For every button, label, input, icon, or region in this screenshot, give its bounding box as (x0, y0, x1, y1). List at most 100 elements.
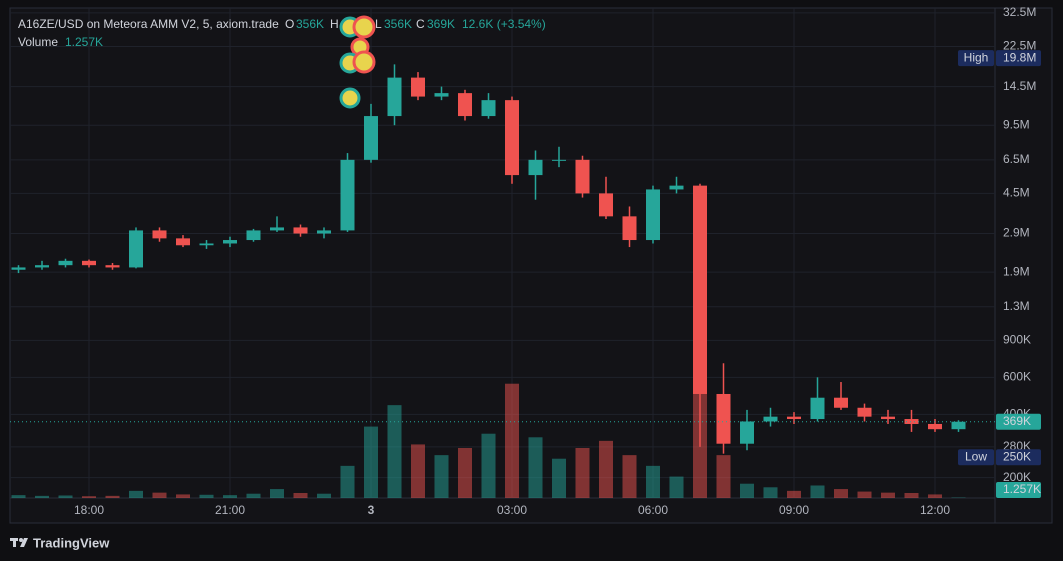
candle-body (552, 159, 566, 161)
volume-bar (387, 405, 402, 498)
candle-body (669, 185, 684, 190)
volume-bar (434, 455, 449, 498)
x-tick-label: 12:00 (920, 503, 950, 517)
x-tick-label: 03:00 (497, 503, 527, 517)
candle-body (340, 159, 355, 231)
candle-body (364, 116, 378, 160)
candle-body (716, 393, 731, 444)
extreme-name-box (958, 50, 994, 67)
candle-body (881, 416, 895, 420)
event-marker (339, 87, 361, 109)
candle-body (599, 193, 613, 217)
volume-bar (340, 465, 355, 498)
volume-bar (646, 465, 660, 498)
volume-bar (669, 476, 684, 498)
candle-body (763, 416, 778, 422)
extreme-name-box (958, 449, 994, 466)
candle-body (505, 100, 519, 176)
x-tick-label: 06:00 (638, 503, 668, 517)
close-value: 369K (427, 17, 455, 31)
candle-body (105, 265, 120, 268)
candle-body (834, 397, 848, 408)
extreme-name: High (964, 50, 989, 64)
low-label: L (375, 17, 382, 31)
event-markers (339, 15, 376, 109)
candle-body (270, 227, 284, 231)
candle-body (434, 93, 449, 97)
volume-bar (834, 489, 848, 498)
volume-bar (105, 495, 120, 498)
volume-bar (199, 494, 214, 498)
extreme-name: Low (965, 449, 987, 463)
candle-body (35, 265, 49, 268)
change: 12.6K (+3.54%) (462, 17, 546, 31)
candle-body (58, 260, 73, 266)
candle-body (810, 397, 825, 420)
candle-body (622, 216, 637, 241)
volume-bar (881, 492, 895, 498)
volume-bar (293, 493, 308, 498)
y-tick-label: 200K (1003, 470, 1031, 484)
low-value: 356K (384, 17, 412, 31)
volume-bar (223, 495, 237, 498)
volume-bar (270, 489, 284, 498)
volume-bar (82, 496, 96, 498)
candle-body (176, 238, 190, 246)
brand: TradingView (33, 535, 110, 550)
candle-body (528, 159, 543, 176)
y-tick-label: 1.9M (1003, 264, 1030, 278)
high-marker-tag-label: 19.8M (1003, 50, 1036, 64)
x-tick-label: 3 (368, 503, 375, 517)
volume-bar (810, 485, 825, 498)
volume-bar (740, 483, 754, 498)
candle-body (199, 243, 214, 246)
y-tick-label: 9.5M (1003, 117, 1030, 131)
volume-bar (458, 448, 472, 498)
open-label: O (285, 17, 294, 31)
volume-bar (481, 433, 496, 498)
candle-body (481, 100, 496, 117)
y-tick-label: 2.9M (1003, 226, 1030, 240)
volume-bar (129, 490, 143, 498)
volume-bar (716, 455, 731, 498)
symbol: A16ZE/USD on Meteora AMM V2, 5, axiom.tr… (18, 17, 279, 31)
volume-bar (35, 495, 49, 498)
candle-body (740, 421, 754, 444)
volume-bar (599, 440, 613, 498)
low-marker-tag (996, 449, 1041, 466)
candle-body (575, 159, 590, 194)
volume-bar (411, 444, 425, 498)
volume-bar (176, 494, 190, 498)
logo-part (19, 538, 23, 542)
volume-bar (575, 448, 590, 498)
x-tick-label: 09:00 (779, 503, 809, 517)
chart-pane (9, 7, 1053, 524)
y-tick-label: 14.5M (1003, 79, 1036, 93)
low-marker-tag-label: 250K (1003, 449, 1031, 463)
candle-body (246, 230, 261, 241)
volume-bar (152, 492, 167, 498)
volume-bar (928, 494, 942, 498)
last-volume-tag (996, 482, 1041, 498)
candle-body (904, 419, 919, 424)
candle-body (693, 185, 707, 394)
volume-value: 1.257K (65, 35, 103, 49)
event-marker (352, 50, 376, 74)
volume-bar (857, 491, 872, 498)
y-tick-label: 32.5M (1003, 5, 1036, 19)
y-tick-label: 900K (1003, 333, 1031, 347)
volume-bar (552, 458, 566, 498)
event-marker (352, 15, 376, 39)
candle-body (152, 230, 167, 239)
candle-body (293, 227, 308, 234)
volume-bar (763, 487, 778, 498)
volume-bar (787, 490, 801, 498)
y-tick-label: 6.5M (1003, 152, 1030, 166)
high-label: H (330, 17, 339, 31)
candle-body (11, 267, 26, 270)
volume-bar (622, 455, 637, 498)
x-tick-label: 21:00 (215, 503, 245, 517)
volume-bar (317, 493, 331, 498)
y-tick-label: 22.5M (1003, 39, 1036, 53)
